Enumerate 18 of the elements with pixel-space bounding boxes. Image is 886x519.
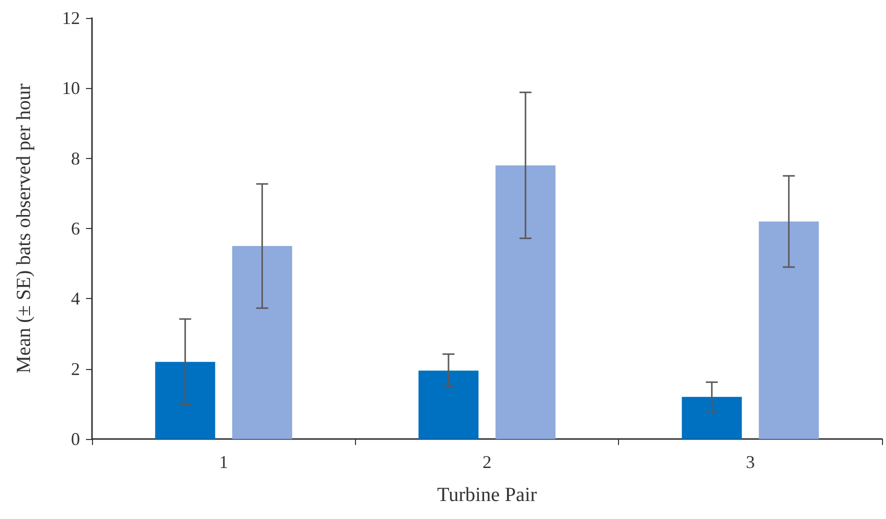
y-tick-label: 12 xyxy=(62,8,80,28)
x-axis-title: Turbine Pair xyxy=(437,484,538,506)
y-tick-label: 0 xyxy=(71,429,80,449)
bar xyxy=(232,246,292,439)
y-tick-label: 8 xyxy=(71,148,80,168)
y-tick-label: 6 xyxy=(71,218,80,238)
y-tick-label: 10 xyxy=(62,78,80,98)
y-axis-title: Mean (± SE) bats observed per hour xyxy=(13,83,35,374)
bar xyxy=(418,370,478,439)
x-tick-label: 3 xyxy=(746,452,755,472)
y-tick-label: 4 xyxy=(71,288,80,309)
bar xyxy=(155,362,216,439)
y-tick-label: 2 xyxy=(71,358,80,379)
bar xyxy=(758,221,819,439)
bar xyxy=(682,396,742,439)
bar xyxy=(496,165,556,439)
x-tick-label: 1 xyxy=(219,452,228,472)
x-tick-label: 2 xyxy=(482,452,492,472)
